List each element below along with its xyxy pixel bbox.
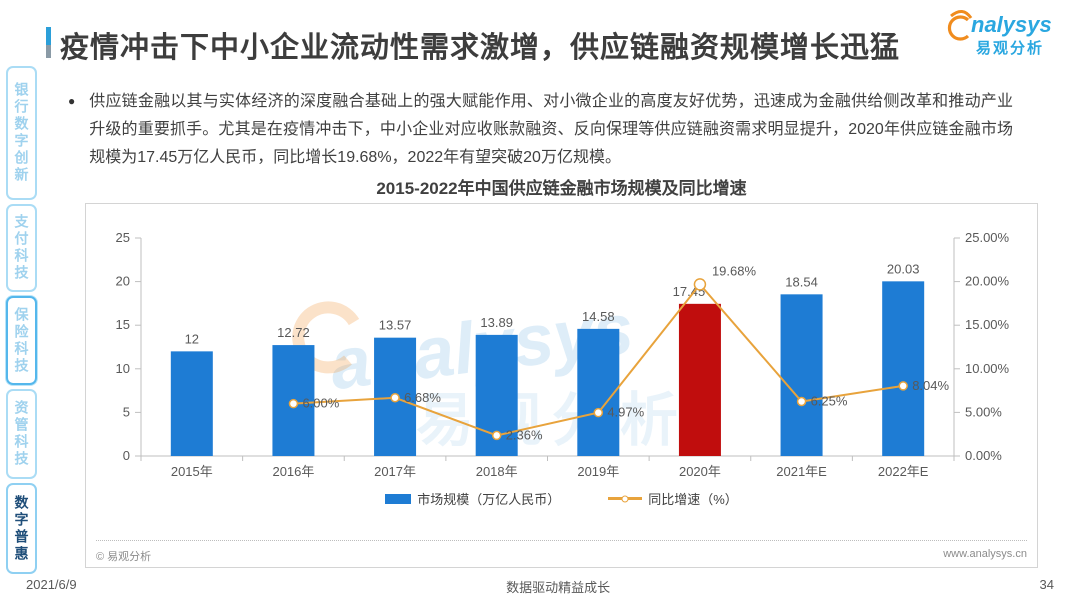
sidebar-item-payment-tech[interactable]: 支付科技 (6, 204, 37, 292)
svg-text:12.72: 12.72 (277, 325, 310, 340)
svg-text:4.97%: 4.97% (607, 405, 644, 420)
svg-text:2019年: 2019年 (577, 464, 619, 479)
svg-text:6.25%: 6.25% (811, 394, 848, 409)
svg-text:2016年: 2016年 (272, 464, 314, 479)
analysys-logo: nalysys 易观分析 (947, 10, 1052, 57)
svg-text:2022年E: 2022年E (878, 464, 929, 479)
chart-footer: © 易观分析 www.analysys.cn (96, 540, 1027, 564)
svg-text:20.03: 20.03 (887, 261, 920, 276)
logo-swirl-icon (947, 15, 970, 41)
legend-line-marker (621, 495, 629, 502)
logo-swoosh-icon (950, 10, 973, 19)
sidebar-item-insurance-tech[interactable]: 保险科技 (6, 296, 37, 385)
page-number: 34 (1039, 577, 1054, 592)
logo-brand-en: nalysys (971, 12, 1052, 37)
legend-bar-swatch (385, 493, 412, 504)
svg-text:0.00%: 0.00% (965, 448, 1002, 463)
svg-text:10.00%: 10.00% (965, 361, 1010, 376)
svg-text:0: 0 (123, 448, 130, 463)
logo-brand-cn: 易观分析 (976, 39, 1044, 57)
svg-text:8.04%: 8.04% (912, 378, 949, 393)
chart-source-note: © 易观分析 (96, 551, 152, 563)
svg-text:20.00%: 20.00% (965, 274, 1010, 289)
svg-text:2015年: 2015年 (171, 464, 213, 479)
key-point: ● 供应链金融以其与实体经济的深度融合基础上的强大赋能作用、对小微企业的高度友好… (68, 88, 1013, 172)
sidebar-item-bank-digital-innovation[interactable]: 银行数字创新 (6, 66, 37, 200)
svg-text:15: 15 (116, 317, 130, 332)
chart-panel: analysys易观分析05101520250.00%5.00%10.00%15… (85, 203, 1038, 568)
legend-line-swatch (608, 495, 643, 502)
svg-text:20: 20 (116, 274, 130, 289)
svg-text:25.00%: 25.00% (965, 230, 1010, 245)
legend-label-growth-rate: 同比增速（%） (648, 492, 738, 507)
svg-text:25: 25 (116, 230, 130, 245)
sidebar-item-label: 银行数字创新 (13, 82, 30, 184)
sidebar-item-label: 支付科技 (13, 214, 30, 282)
chart-website: www.analysys.cn (943, 548, 1027, 560)
svg-text:13.57: 13.57 (379, 318, 412, 333)
svg-text:5.00%: 5.00% (965, 404, 1002, 419)
slide-date: 2021/6/9 (26, 577, 77, 592)
chart-legend: 市场规模（万亿人民币） 同比增速（%） (86, 489, 1037, 508)
svg-text:6.68%: 6.68% (404, 390, 441, 405)
sidebar-item-label: 保险科技 (13, 306, 30, 375)
svg-text:18.54: 18.54 (785, 274, 818, 289)
page-footer: 2021/6/9 数据驱动精益成长 34 (26, 577, 1054, 596)
sidebar-item-digital-inclusion[interactable]: 数字普惠 (6, 483, 37, 574)
svg-text:15.00%: 15.00% (965, 317, 1010, 332)
title-accent-bar (46, 27, 51, 58)
svg-text:10: 10 (116, 361, 130, 376)
legend-item-growth-rate: 同比增速（%） (608, 489, 738, 508)
chart-title: 2015-2022年中国供应链金融市场规模及同比增速 (376, 179, 747, 198)
page-title: 疫情冲击下中小企业流动性需求激增，供应链融资规模增长迅猛 (60, 32, 901, 64)
bullet-icon: ● (68, 94, 76, 108)
svg-text:12: 12 (185, 331, 199, 346)
svg-text:2021年E: 2021年E (776, 464, 827, 479)
svg-text:5: 5 (123, 404, 130, 419)
footer-slogan: 数据驱动精益成长 (506, 580, 611, 595)
legend-label-market-size: 市场规模（万亿人民币） (417, 492, 561, 507)
svg-text:2017年: 2017年 (374, 464, 416, 479)
svg-text:2020年: 2020年 (679, 464, 721, 479)
sidebar-item-label: 数字普惠 (13, 494, 30, 563)
svg-text:2018年: 2018年 (476, 464, 518, 479)
sidebar-item-asset-management-tech[interactable]: 资管科技 (6, 389, 37, 479)
key-point-text: 供应链金融以其与实体经济的深度融合基础上的强大赋能作用、对小微企业的高度友好优势… (89, 93, 1013, 166)
svg-text:2.36%: 2.36% (506, 427, 543, 442)
sidebar-item-label: 资管科技 (13, 400, 30, 468)
svg-text:易观分析: 易观分析 (416, 388, 688, 453)
svg-text:13.89: 13.89 (480, 315, 513, 330)
chart-canvas: analysys易观分析05101520250.00%5.00%10.00%15… (116, 230, 1010, 479)
legend-item-market-size: 市场规模（万亿人民币） (385, 489, 560, 508)
svg-text:14.58: 14.58 (582, 309, 615, 324)
svg-text:19.68%: 19.68% (712, 263, 757, 278)
svg-text:6.00%: 6.00% (302, 396, 339, 411)
